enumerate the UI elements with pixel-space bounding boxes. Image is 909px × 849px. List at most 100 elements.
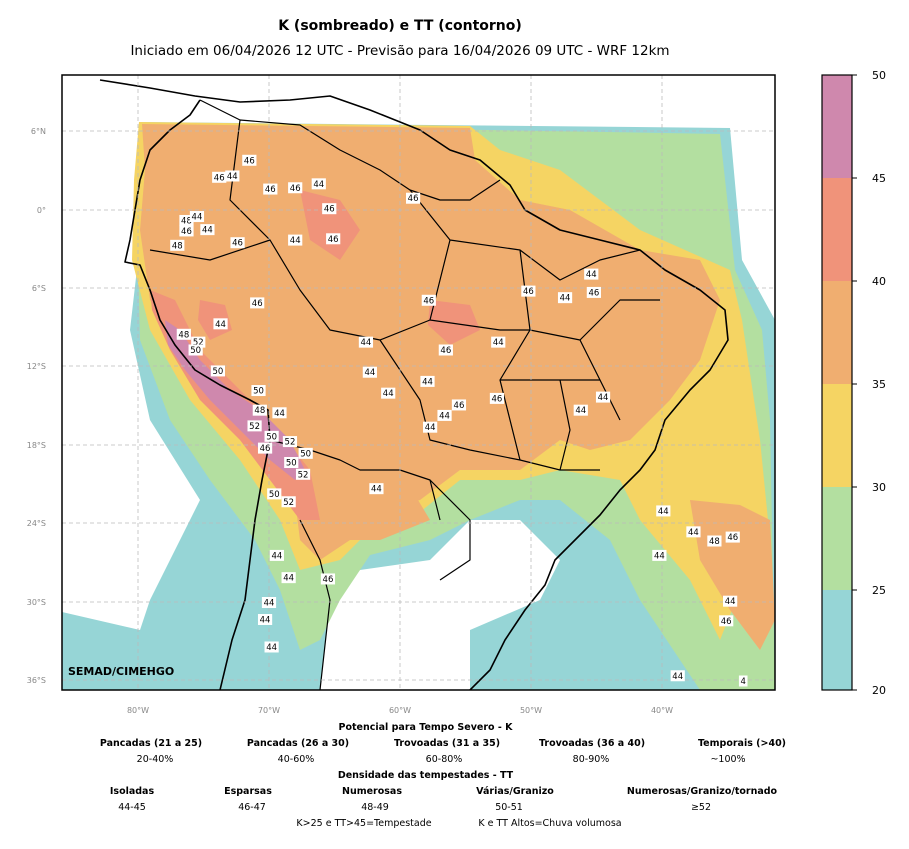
k-legend-value: 60-80% xyxy=(425,754,463,765)
lon-tick-labels: 80°W 70°W 60°W 50°W 40°W xyxy=(127,706,673,715)
legend-note: K>25 e TT>45=Tempestade xyxy=(296,818,432,829)
tt-contour-label: 44 xyxy=(266,643,277,653)
contour-label-bg xyxy=(295,468,311,480)
k-legend-value: 80-90% xyxy=(572,754,610,765)
contour-label-bg xyxy=(179,214,194,226)
contour-label-bg xyxy=(282,436,298,448)
contour-label-bg xyxy=(213,318,228,330)
contour-label-bg xyxy=(247,420,262,432)
tt-contour-label: 46 xyxy=(290,184,301,194)
tt-contour-label: 44 xyxy=(271,551,282,561)
tt-contour-label: 50 xyxy=(253,387,264,397)
tt-contour-label: 46 xyxy=(244,156,255,166)
tt-contour-label: 44 xyxy=(192,213,203,223)
contour-label-bg xyxy=(707,535,722,547)
k-band-40-45 xyxy=(300,190,360,260)
contour-label-bg xyxy=(263,183,278,195)
contour-label-bg xyxy=(252,404,267,416)
tt-contour-label: 46 xyxy=(260,444,271,454)
tt-contour-label: 44 xyxy=(598,393,609,403)
lat-tick-label: 30°S xyxy=(27,598,46,607)
contour-label-bg xyxy=(521,285,536,297)
tt-legend-label: Numerosas/Granizo/tornado xyxy=(626,786,778,797)
tt-contour-label: 44 xyxy=(654,551,665,561)
k-legend-label: Pancadas (21 a 25) xyxy=(99,738,203,749)
tt-contour-label: 48 xyxy=(178,330,189,340)
k-band-35-40 xyxy=(330,470,430,540)
contour-label-bg xyxy=(288,182,303,194)
tt-legend-title: Densidade das tempestades - TT xyxy=(337,770,514,781)
tt-contour-label: 44 xyxy=(725,597,736,607)
contour-label-bg xyxy=(284,457,299,469)
k-legend-title: Potencial para Tempo Severo - K xyxy=(338,722,513,733)
tt-contour-label: 46 xyxy=(727,533,738,543)
contour-label-bg xyxy=(652,549,667,561)
contour-label-bg xyxy=(188,344,203,356)
contour-label-bg xyxy=(725,531,740,543)
colorbar-tick-label: 30 xyxy=(872,481,886,494)
contour-label-bg xyxy=(489,392,505,404)
tt-contour-label: 48 xyxy=(709,537,720,547)
contour-label-bg xyxy=(491,336,506,348)
colorbar-tick-label: 40 xyxy=(872,275,886,288)
colorbar-band-40-45 xyxy=(822,178,852,281)
tt-contour-label: 46 xyxy=(523,287,534,297)
lon-tick-label: 80°W xyxy=(127,706,149,715)
colorbar-tick-label: 20 xyxy=(872,684,886,697)
tt-legend-value: ≥52 xyxy=(690,802,712,813)
contour-label-bg xyxy=(170,239,185,251)
tt-contour-label: 44 xyxy=(202,226,213,236)
contour-label-bg xyxy=(261,597,277,608)
contour-label-bg xyxy=(584,268,599,280)
lat-tick-label: 0° xyxy=(37,206,46,215)
contour-label-bg xyxy=(723,595,738,607)
contour-label-bg xyxy=(242,154,257,166)
tt-contour-label: 52 xyxy=(283,498,294,508)
tt-legend-label: Numerosas xyxy=(342,786,402,797)
contour-label-bg xyxy=(225,170,240,182)
tt-contour-label: 44 xyxy=(425,423,436,433)
tt-contour-label: 44 xyxy=(361,338,372,348)
contour-label-bg xyxy=(250,297,265,309)
colorbar-tick-label: 35 xyxy=(872,378,886,391)
tt-contour-label: 46 xyxy=(408,194,419,204)
contour-label-bg xyxy=(212,171,227,183)
tt-legend-value: 44-45 xyxy=(118,802,146,813)
tt-contour-label: 44 xyxy=(672,672,683,682)
tt-contour-label: 46 xyxy=(454,401,465,411)
tt-contour-label: 44 xyxy=(364,368,375,378)
contour-label-bg xyxy=(257,442,273,454)
k-legend-label: Trovoadas (36 a 40) xyxy=(538,738,646,749)
colorbar-band-30-35 xyxy=(822,384,852,487)
tt-contour-label: 50 xyxy=(286,459,297,469)
colorbar: 50 45 40 35 30 25 20 xyxy=(821,69,886,697)
lon-tick-label: 60°W xyxy=(389,706,411,715)
k-legend-value: 20-40% xyxy=(136,754,174,765)
contour-label-bg xyxy=(264,430,279,442)
tt-contour-label: 52 xyxy=(193,338,204,348)
contour-label-bg xyxy=(189,211,205,223)
colorbar-band-20-25 xyxy=(822,590,852,690)
contour-label-bg xyxy=(176,328,191,340)
tt-contour-label: 50 xyxy=(266,432,277,442)
colorbar-tick-label: 25 xyxy=(872,584,886,597)
chart-subtitle: Iniciado em 06/04/2026 12 UTC - Previsão… xyxy=(130,43,670,59)
contour-label-bg xyxy=(557,292,573,304)
tt-contour-label: 48 xyxy=(181,216,192,226)
contour-label-bg xyxy=(421,294,436,306)
contour-label-bg xyxy=(420,375,435,387)
contour-label-bg xyxy=(264,641,279,653)
tt-contour-label: 44 xyxy=(586,270,597,280)
tt-contour-label: 46 xyxy=(588,288,599,298)
tt-contour-label: 44 xyxy=(260,616,271,626)
tt-contour-label: 44 xyxy=(283,574,294,584)
k-legend-label: Trovoadas (31 a 35) xyxy=(393,738,501,749)
contour-label-bg xyxy=(738,675,748,687)
tt-contour-label: 46 xyxy=(492,394,503,404)
legend-note: K e TT Altos=Chuva volumosa xyxy=(478,818,622,829)
contour-label-bg xyxy=(670,670,685,682)
tt-contour-label: 44 xyxy=(493,338,504,348)
tt-legend-value: 50-51 xyxy=(495,802,523,813)
contour-label-bg xyxy=(311,178,326,190)
tt-contour-label: 44 xyxy=(371,485,382,495)
